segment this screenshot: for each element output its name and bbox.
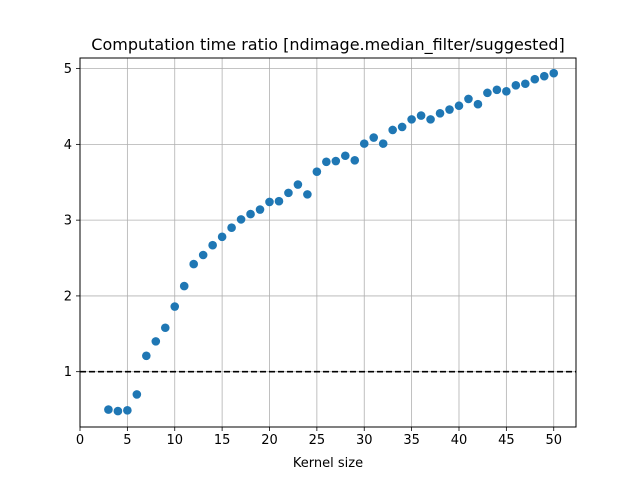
y-tick-label: 1: [64, 365, 72, 380]
y-tick-label: 2: [64, 289, 72, 304]
x-axis-ticks: 0 5 10 15 20 25 30 35 40 45 50: [76, 427, 562, 448]
data-point: [208, 240, 217, 250]
data-point: [274, 196, 284, 206]
data-point: [502, 87, 511, 96]
x-tick-label: 20: [261, 433, 278, 448]
y-tick-label: 5: [64, 62, 72, 77]
data-point: [350, 155, 360, 165]
data-point: [189, 259, 198, 269]
data-point: [236, 215, 246, 224]
x-axis-label: Kernel size: [293, 456, 363, 471]
x-tick-label: 45: [498, 433, 515, 448]
data-point: [426, 115, 435, 124]
x-tick-label: 40: [451, 433, 468, 448]
data-point: [539, 71, 549, 81]
y-axis-ticks: 1 2 3 4 5: [64, 62, 80, 380]
data-point: [530, 74, 540, 84]
data-points: [104, 68, 559, 416]
data-point: [549, 68, 559, 78]
x-tick-label: 10: [166, 433, 183, 448]
data-point: [312, 167, 322, 176]
data-point: [483, 88, 492, 98]
x-tick-label: 35: [403, 433, 420, 448]
y-tick-label: 3: [64, 214, 72, 229]
data-point: [416, 111, 426, 120]
data-point: [435, 109, 445, 118]
data-point: [331, 156, 341, 166]
data-point: [303, 190, 312, 199]
x-tick-label: 15: [214, 433, 231, 448]
data-point: [322, 157, 331, 167]
data-point: [293, 180, 303, 189]
data-point: [265, 197, 274, 207]
data-point: [492, 85, 502, 95]
data-point: [246, 209, 255, 219]
data-point: [445, 105, 454, 114]
data-point: [369, 133, 379, 142]
data-point: [284, 188, 293, 198]
data-point: [198, 250, 208, 260]
data-point: [160, 323, 170, 333]
chart-title: Computation time ratio [ndimage.median_f…: [91, 35, 564, 55]
x-tick-label: 25: [309, 433, 326, 448]
data-point: [388, 125, 397, 135]
data-point: [151, 337, 161, 346]
data-point: [132, 390, 142, 399]
x-tick-label: 5: [123, 433, 131, 448]
data-point: [340, 151, 350, 161]
data-point: [473, 99, 483, 109]
data-point: [511, 80, 521, 90]
data-point: [521, 79, 530, 89]
data-point: [104, 405, 113, 414]
data-point: [179, 281, 189, 291]
y-tick-label: 4: [64, 138, 72, 153]
data-point: [227, 223, 236, 233]
data-point: [123, 406, 132, 415]
x-tick-label: 50: [545, 433, 562, 448]
plot-frame: [79, 57, 577, 428]
data-point: [142, 351, 151, 361]
x-tick-label: 30: [356, 433, 373, 448]
x-tick-label: 0: [76, 433, 84, 448]
data-point: [255, 205, 265, 214]
data-point: [454, 101, 464, 111]
data-point: [464, 94, 473, 104]
data-point: [170, 302, 180, 311]
data-point: [378, 139, 388, 148]
data-point: [407, 115, 416, 124]
data-point: [113, 406, 123, 416]
data-point: [359, 139, 369, 148]
data-point: [217, 232, 227, 242]
data-point: [397, 122, 407, 132]
